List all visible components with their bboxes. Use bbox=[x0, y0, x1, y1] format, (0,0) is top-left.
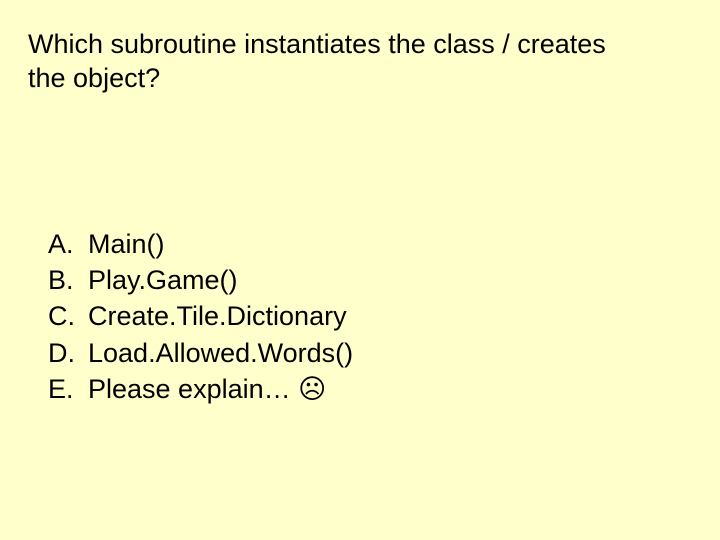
option-letter: A. bbox=[48, 226, 88, 262]
option-a: A. Main() bbox=[48, 226, 692, 262]
option-b: B. Play.Game() bbox=[48, 262, 692, 298]
option-text: Main() bbox=[88, 226, 692, 262]
option-letter: C. bbox=[48, 298, 88, 334]
option-text: Please explain… ☹ bbox=[88, 371, 692, 407]
option-letter: B. bbox=[48, 262, 88, 298]
option-c: C. Create.Tile.Dictionary bbox=[48, 298, 692, 334]
option-letter: D. bbox=[48, 335, 88, 371]
options-list: A. Main() B. Play.Game() C. Create.Tile.… bbox=[28, 226, 692, 408]
question-text: Which subroutine instantiates the class … bbox=[28, 28, 648, 96]
option-text: Play.Game() bbox=[88, 262, 692, 298]
option-text: Load.Allowed.Words() bbox=[88, 335, 692, 371]
option-letter: E. bbox=[48, 371, 88, 407]
option-text: Create.Tile.Dictionary bbox=[88, 298, 692, 334]
option-e: E. Please explain… ☹ bbox=[48, 371, 692, 407]
option-d: D. Load.Allowed.Words() bbox=[48, 335, 692, 371]
